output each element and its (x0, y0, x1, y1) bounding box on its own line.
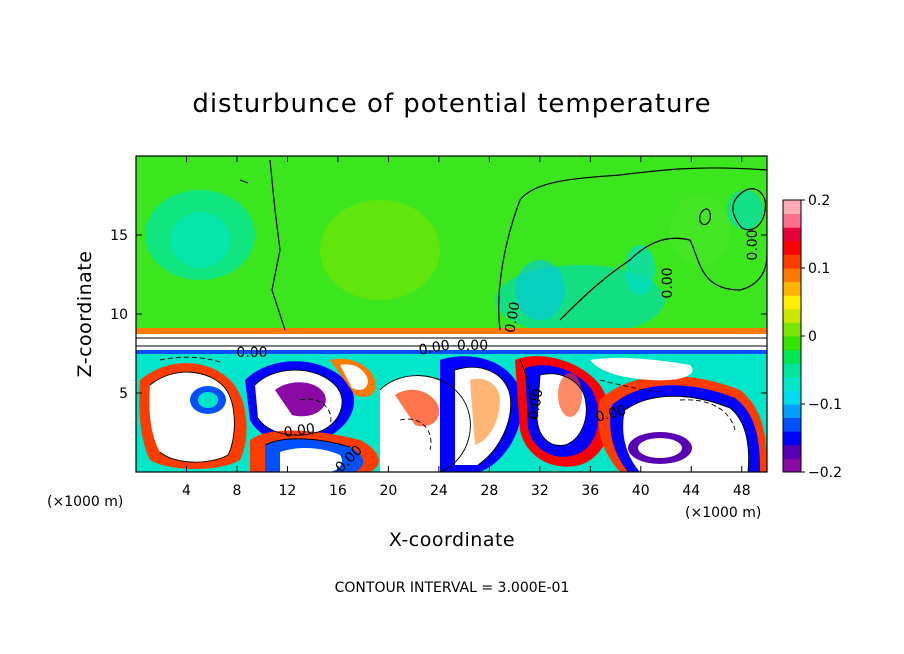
colorbar-swatch (783, 444, 801, 459)
colorbar-swatch (783, 390, 801, 405)
colorbar-swatch (783, 295, 801, 310)
colorbar-swatch (783, 376, 801, 391)
colorbar-swatch (783, 322, 801, 337)
y-tick-label: 10 (110, 307, 128, 323)
colorbar-swatch (783, 227, 801, 242)
colorbar-swatch (783, 281, 801, 296)
x-tick-label: 4 (182, 483, 191, 499)
colorbar-tick-label: −0.1 (808, 397, 842, 413)
contour-label: 0.00 (236, 345, 267, 361)
x-tick-label: 48 (733, 483, 751, 499)
x-axis-label: X-coordinate (389, 529, 515, 551)
colorbar-swatch (783, 417, 801, 432)
x-tick-label: 12 (279, 483, 297, 499)
colorbar-swatch (783, 349, 801, 364)
colorbar-swatch (783, 213, 801, 228)
colorbar-tick-label: −0.2 (808, 465, 842, 481)
colorbar-swatch (783, 431, 801, 446)
colorbar-swatch (783, 458, 801, 473)
x-tick-label: 44 (682, 483, 700, 499)
contour-interval-note: CONTOUR INTERVAL = 3.000E-01 (335, 580, 570, 596)
y-tick-label: 5 (119, 386, 128, 402)
contour-label: 0.00 (283, 421, 316, 441)
x-tick-label: 24 (430, 483, 448, 499)
potential-temperature-field (136, 156, 767, 472)
y-axis-unit: (×1000 m) (47, 494, 123, 510)
y-axis-label: Z-coordinate (74, 251, 96, 378)
contour-label: -0.00 (452, 338, 488, 354)
x-tick-label: 16 (329, 483, 347, 499)
x-tick-label: 32 (531, 483, 549, 499)
contour-label: 0.00 (418, 337, 451, 358)
colorbar-tick-label: 0.1 (808, 261, 830, 277)
colorbar-tick-label: 0 (808, 329, 817, 345)
x-tick-label: 28 (480, 483, 498, 499)
y-tick-label: 15 (110, 228, 128, 244)
x-axis: 4 8 12 16 20 24 28 32 36 40 44 48 (182, 156, 751, 499)
chart-title: disturbunce of potential temperature (192, 89, 711, 119)
colorbar: 0.2 0.1 0 −0.1 −0.2 (782, 193, 842, 481)
x-tick-label: 8 (232, 483, 241, 499)
colorbar-swatch (783, 336, 801, 351)
colorbar-tick-label: 0.2 (808, 193, 830, 209)
contour-label: 0.00 (745, 229, 761, 260)
contour-label: 0.00 (660, 267, 676, 298)
colorbar-swatch (783, 268, 801, 283)
colorbar-swatch (783, 200, 801, 215)
contour-label: 0.00 (594, 402, 628, 426)
x-axis-unit: (×1000 m) (685, 505, 761, 521)
colorbar-swatch (783, 308, 801, 323)
x-tick-label: 36 (581, 483, 599, 499)
contour-label: 0.00 (525, 388, 546, 421)
y-axis: 5 10 15 (110, 228, 767, 402)
colorbar-swatch (783, 240, 801, 255)
x-tick-label: 20 (379, 483, 397, 499)
colorbar-swatch (783, 254, 801, 269)
colorbar-swatch (783, 363, 801, 378)
x-tick-label: 40 (632, 483, 650, 499)
contour-label: 0.00 (502, 301, 523, 334)
colorbar-swatch (783, 404, 801, 419)
